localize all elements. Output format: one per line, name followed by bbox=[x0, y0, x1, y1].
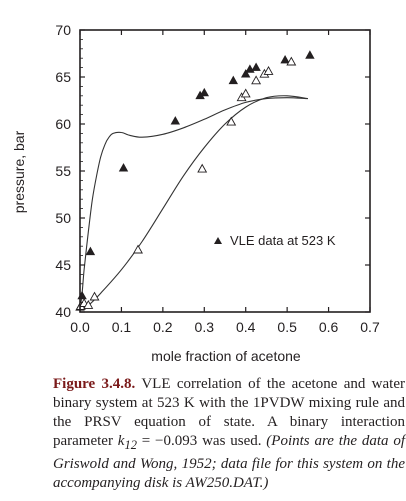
plot-frame bbox=[79, 29, 371, 313]
data-point-open bbox=[226, 116, 237, 126]
data-point-filled bbox=[305, 50, 315, 59]
x-tick-label: 0.4 bbox=[236, 319, 256, 335]
y-tick-label: 65 bbox=[55, 69, 71, 85]
data-point-open bbox=[89, 291, 100, 301]
data-point-open bbox=[251, 75, 262, 85]
data-point-open bbox=[133, 244, 143, 254]
x-tick-label: 0.5 bbox=[277, 319, 297, 335]
y-tick-label: 70 bbox=[55, 22, 71, 38]
caption-param: k12 bbox=[117, 433, 137, 452]
x-tick-label: 0.7 bbox=[360, 319, 380, 335]
data-point-filled bbox=[118, 163, 129, 172]
data-point-filled bbox=[240, 69, 251, 78]
x-tick-label: 0.2 bbox=[153, 319, 173, 335]
correlation-curve bbox=[79, 95, 308, 311]
chart: 0.0 0.1 0.2 0.3 0.4 0.5 0.6 0.7 40 45 50 55 60 65 70 p… bbox=[11, 22, 380, 364]
data-point-filled bbox=[228, 75, 239, 85]
legend-label: VLE data at 523 K bbox=[230, 233, 336, 248]
legend: VLE data at 523 K bbox=[214, 233, 336, 248]
x-axis-title: mole fraction of acetone bbox=[151, 348, 301, 364]
caption-text-2: was used. bbox=[197, 433, 267, 449]
data-point-filled bbox=[85, 246, 96, 256]
y-tick-label: 50 bbox=[55, 210, 71, 226]
data-point-open bbox=[263, 65, 274, 75]
correlation-curve bbox=[79, 97, 308, 311]
data-point-filled bbox=[170, 116, 181, 125]
x-tick-label: 0.3 bbox=[195, 319, 215, 335]
data-point-filled bbox=[280, 54, 290, 64]
caption-text-3: (Points are the data of Griswold and Won… bbox=[53, 433, 405, 491]
caption-label: Figure 3.4.8. bbox=[53, 376, 136, 392]
x-tick-label: 0.0 bbox=[70, 319, 90, 335]
y-axis-title: pressure, bar bbox=[11, 130, 27, 213]
data-point-open bbox=[286, 56, 297, 66]
data-point-open bbox=[240, 88, 251, 98]
y-tick-label: 60 bbox=[55, 116, 71, 132]
data-point-filled bbox=[251, 62, 261, 71]
y-tick-label: 40 bbox=[55, 304, 71, 320]
y-tick-label: 45 bbox=[55, 257, 71, 273]
x-tick-label: 0.6 bbox=[319, 319, 339, 335]
y-tick-label: 55 bbox=[55, 163, 71, 179]
legend-filled-triangle-marker bbox=[214, 237, 222, 244]
data-point-open bbox=[83, 299, 94, 309]
caption-param-value: = −0.093 bbox=[136, 433, 198, 449]
data-point-filled bbox=[77, 290, 87, 300]
x-tick-label: 0.1 bbox=[112, 319, 132, 335]
data-point-open bbox=[197, 163, 208, 173]
data-point-filled bbox=[199, 87, 210, 97]
caption-text-1: VLE correlation of the acetone and water… bbox=[53, 376, 405, 449]
figure-caption: Figure 3.4.8. VLE correlation of the ace… bbox=[53, 375, 405, 493]
